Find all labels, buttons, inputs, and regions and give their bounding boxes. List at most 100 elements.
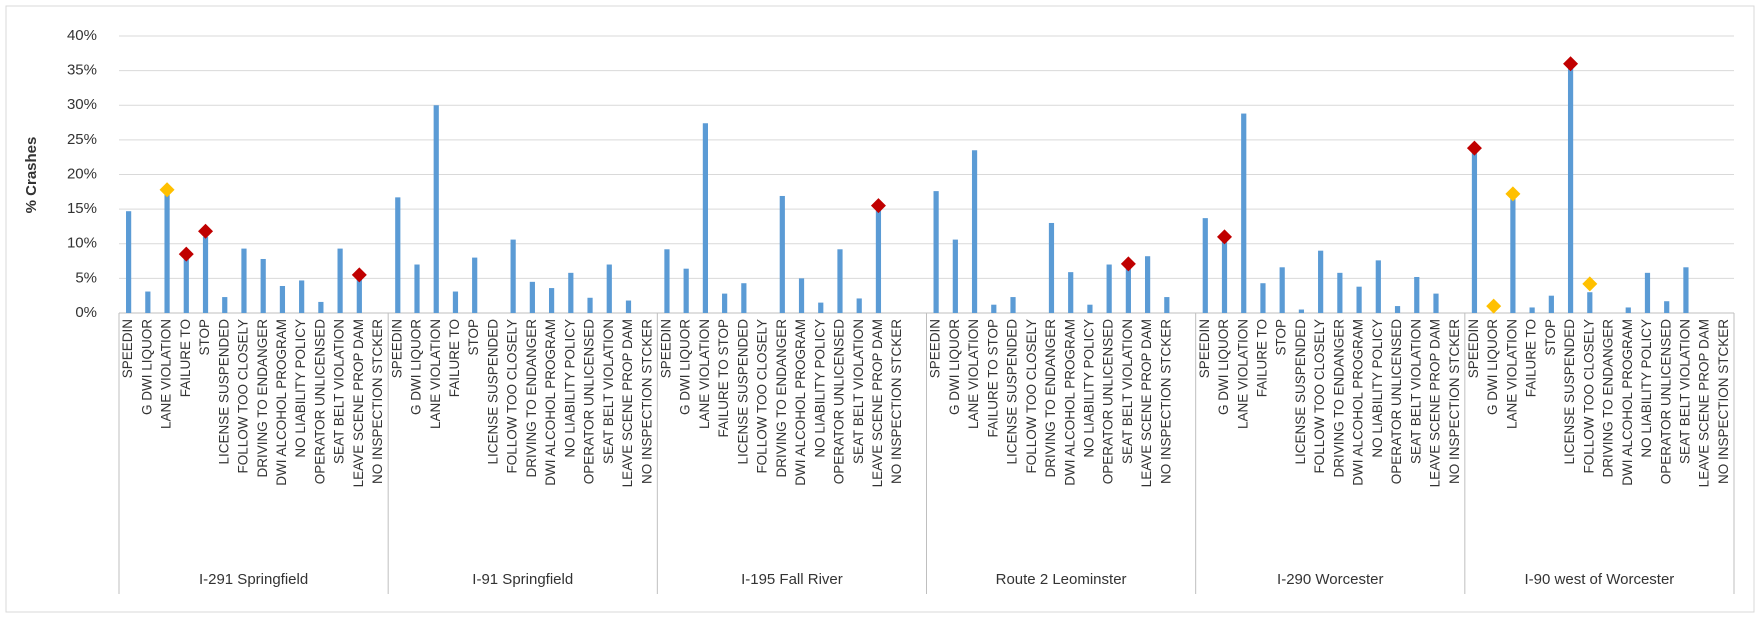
x-tick-label: NO INSPECTION STCKER (1447, 319, 1462, 484)
bar (587, 297, 593, 313)
x-tick-label: G DWI LIQUOR (1485, 319, 1500, 415)
group-label: I-195 Fall River (741, 571, 843, 588)
bar (414, 264, 420, 313)
bar (818, 302, 824, 313)
bar (779, 195, 785, 313)
x-tick-label: SEAT BELT VIOLATION (851, 319, 866, 464)
bar (856, 298, 862, 313)
bar (1394, 306, 1401, 313)
x-tick-label: STOP (1543, 319, 1558, 356)
diamond-marker (1466, 140, 1482, 156)
bar (1125, 268, 1131, 313)
bar (395, 197, 401, 313)
x-tick-label: G DWI LIQUOR (1216, 319, 1231, 415)
x-tick-label: LICENSE SUSPENDED (1562, 319, 1577, 465)
bar (1010, 297, 1016, 313)
x-tick-label: SPEEDIN (120, 319, 135, 378)
x-tick-label: OPERATOR UNLICENSED (582, 319, 597, 485)
bar (337, 248, 343, 313)
bar (241, 248, 247, 313)
x-tick-label: SEAT BELT VIOLATION (601, 319, 616, 464)
x-tick-label: FOLLOW TOO CLOSELY (236, 319, 251, 474)
x-tick-label: FOLLOW TOO CLOSELY (1024, 319, 1039, 474)
x-tick-label: FAILURE TO (447, 319, 462, 397)
y-axis-label: % Crashes (23, 137, 40, 214)
bar (472, 257, 478, 313)
x-tick-label: FOLLOW TOO CLOSELY (1581, 319, 1596, 474)
x-tick-label: SPEEDIN (389, 319, 404, 378)
y-tick-label: 30% (67, 96, 97, 113)
bar (1048, 222, 1055, 313)
diamond-marker (159, 182, 175, 198)
x-tick-label: NO INSPECTION STCKER (370, 319, 385, 484)
x-tick-label: LEAVE SCENE PROP DAM (620, 319, 635, 487)
x-tick-label: DWI ALCOHOL PROGRAM (793, 319, 808, 486)
bar (933, 191, 939, 313)
bar (529, 281, 535, 313)
y-tick-label: 10% (67, 235, 97, 252)
bar (1337, 272, 1343, 313)
bar (1471, 150, 1478, 313)
x-tick-label: NO LIABILITY POLICY (1639, 319, 1654, 458)
x-tick-label: LICENSE SUSPENDED (735, 319, 750, 465)
bar (1164, 297, 1170, 313)
x-tick-label: FAILURE TO (1524, 319, 1539, 397)
bar (875, 207, 882, 313)
x-tick-label: DRIVING TO ENDANGER (1331, 319, 1346, 478)
y-tick-label: 40% (67, 27, 97, 44)
x-tick-label: FAILURE TO (1255, 319, 1270, 397)
x-tick-label: SEAT BELT VIOLATION (1408, 319, 1423, 464)
bar (1548, 295, 1554, 313)
diamond-marker (1486, 298, 1502, 314)
x-tick-label: LANE VIOLATION (966, 319, 981, 429)
x-tick-label: DRIVING TO ENDANGER (524, 319, 539, 478)
diamond-marker (198, 223, 214, 239)
x-tick-label: DWI ALCOHOL PROGRAM (1062, 319, 1077, 486)
bar (1106, 264, 1112, 313)
x-tick-label: FAILURE TO STOP (716, 319, 731, 438)
bar (1375, 260, 1381, 313)
bar (606, 264, 612, 313)
x-tick-label: LANE VIOLATION (159, 319, 174, 429)
x-tick-label: SPEEDIN (1197, 319, 1212, 378)
bar (299, 280, 305, 313)
bar (318, 301, 324, 313)
x-tick-label: SPEEDIN (659, 319, 674, 378)
bar (568, 272, 574, 313)
x-tick-label: STOP (197, 319, 212, 356)
bar (1087, 304, 1093, 313)
bar (1587, 292, 1593, 313)
bar (798, 278, 805, 313)
group-label: I-90 west of Worcester (1525, 571, 1675, 588)
x-tick-label: DWI ALCOHOL PROGRAM (543, 319, 558, 486)
x-tick-label: FOLLOW TOO CLOSELY (755, 319, 770, 474)
bar (202, 236, 209, 313)
group-label: I-91 Springfield (472, 571, 573, 588)
x-tick-label: LANE VIOLATION (1235, 319, 1250, 429)
bar (1202, 218, 1208, 313)
x-tick-label: LEAVE SCENE PROP DAM (351, 319, 366, 487)
diamond-marker (1582, 276, 1598, 292)
x-tick-label: LEAVE SCENE PROP DAM (1697, 319, 1712, 487)
x-tick-label: G DWI LIQUOR (409, 319, 424, 415)
x-tick-label: LICENSE SUSPENDED (485, 319, 500, 465)
x-tick-label: NO LIABILITY POLICY (562, 319, 577, 458)
diamond-marker (351, 267, 367, 283)
bar (356, 278, 362, 313)
group-label: I-290 Worcester (1277, 571, 1383, 588)
diamond-marker (1120, 256, 1136, 272)
bar (164, 191, 170, 313)
x-tick-label: NO LIABILITY POLICY (1081, 319, 1096, 458)
bar (1567, 67, 1574, 313)
bar (991, 304, 997, 313)
bar (664, 249, 670, 313)
group-label: Route 2 Leominster (996, 571, 1127, 588)
bar (837, 249, 843, 313)
y-tick-label: 15% (67, 200, 97, 217)
x-tick-label: DWI ALCOHOL PROGRAM (1351, 319, 1366, 486)
x-tick-label: NO INSPECTION STCKER (1158, 319, 1173, 484)
x-tick-label: LEAVE SCENE PROP DAM (1428, 319, 1443, 487)
diamond-marker (1505, 186, 1521, 202)
bar (1625, 307, 1631, 313)
